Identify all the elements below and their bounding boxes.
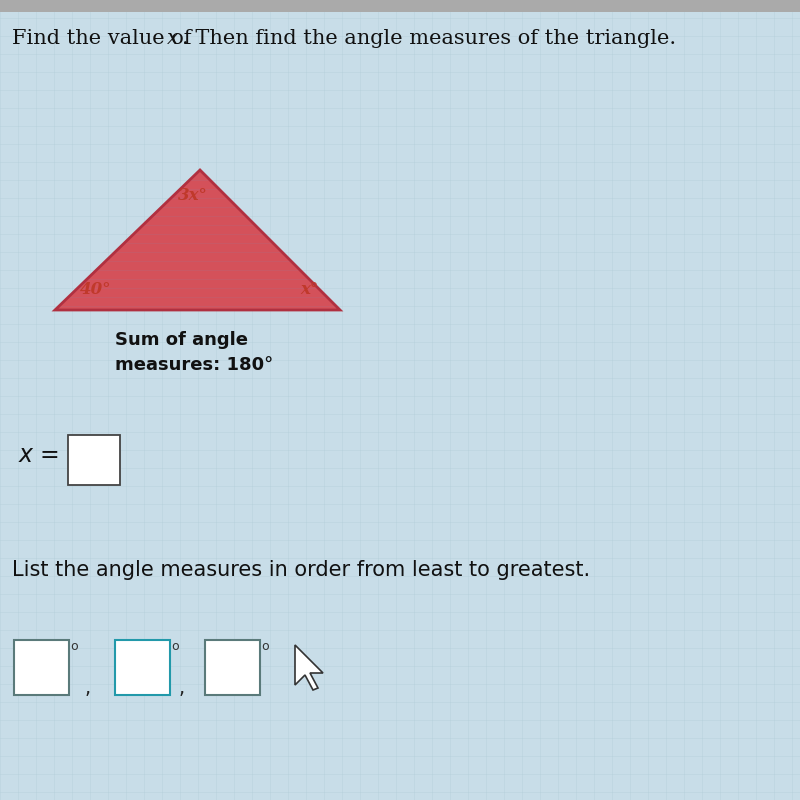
Text: =: = [40,443,60,467]
FancyBboxPatch shape [205,640,260,695]
Text: 40°: 40° [80,282,112,298]
Text: o: o [171,640,178,653]
FancyBboxPatch shape [14,640,69,695]
FancyBboxPatch shape [68,435,120,485]
Text: measures: 180°: measures: 180° [115,356,274,374]
Text: $x$: $x$ [18,443,34,467]
Text: o: o [261,640,269,653]
Text: ,: , [179,678,185,698]
FancyBboxPatch shape [0,0,800,12]
Text: x: x [167,29,178,47]
Text: 3x°: 3x° [178,186,208,203]
Text: o: o [70,640,78,653]
Text: List the angle measures in order from least to greatest.: List the angle measures in order from le… [12,560,590,580]
FancyBboxPatch shape [115,640,170,695]
Text: . Then find the angle measures of the triangle.: . Then find the angle measures of the tr… [182,29,676,47]
Text: Sum of angle: Sum of angle [115,331,248,349]
Polygon shape [55,170,340,310]
Polygon shape [295,645,323,690]
Text: Find the value of: Find the value of [12,29,198,47]
Text: ,: , [85,678,91,698]
Text: x°: x° [300,282,318,298]
